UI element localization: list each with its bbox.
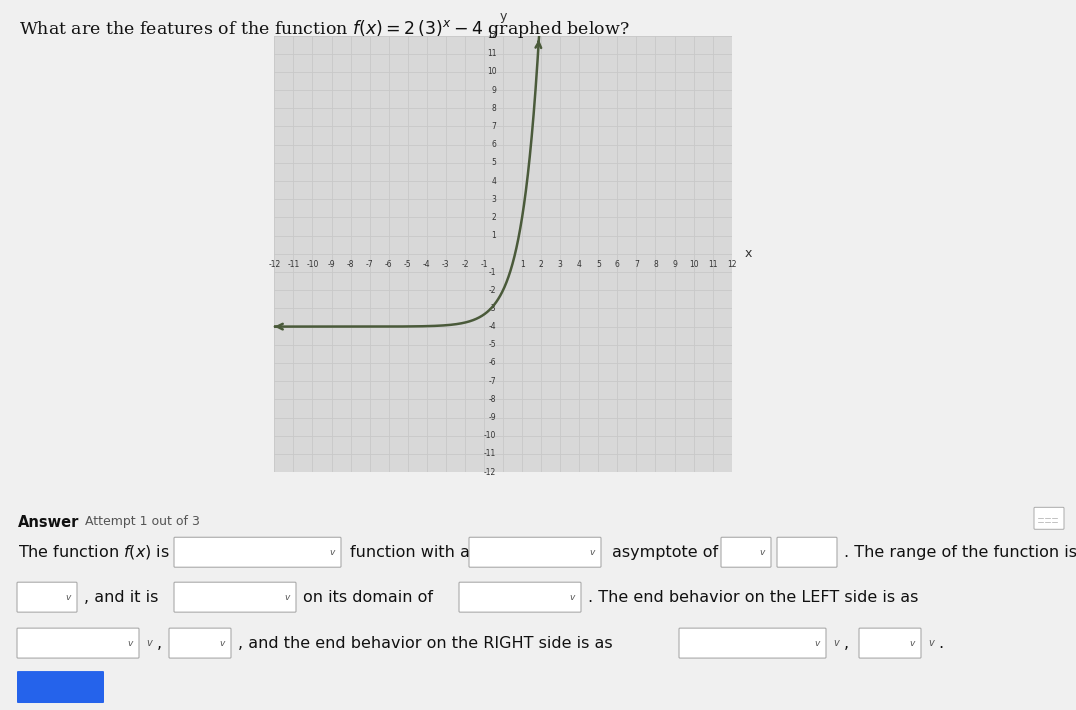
Text: -12: -12 [268, 260, 281, 269]
Text: 3: 3 [557, 260, 563, 269]
Text: v: v [909, 638, 915, 648]
Text: 12: 12 [486, 31, 496, 40]
Text: -2: -2 [462, 260, 469, 269]
Text: . The range of the function is: . The range of the function is [844, 545, 1076, 559]
Text: .: . [938, 635, 944, 650]
Text: 5: 5 [596, 260, 600, 269]
Text: 11: 11 [486, 49, 496, 58]
Text: -4: -4 [489, 322, 496, 331]
Text: 6: 6 [614, 260, 620, 269]
Text: 10: 10 [486, 67, 496, 77]
Text: 2: 2 [539, 260, 543, 269]
Text: -9: -9 [489, 413, 496, 422]
Text: , and it is: , and it is [84, 590, 158, 605]
Text: 4: 4 [492, 177, 496, 185]
FancyBboxPatch shape [679, 628, 826, 658]
FancyBboxPatch shape [1034, 508, 1064, 529]
FancyBboxPatch shape [17, 671, 104, 703]
FancyBboxPatch shape [174, 537, 341, 567]
Text: 4: 4 [577, 260, 582, 269]
Text: on its domain of: on its domain of [303, 590, 433, 605]
Text: ,: , [157, 635, 162, 650]
Text: What are the features of the function $f(x) = 2\,(3)^{x} - 4$ graphed below?: What are the features of the function $f… [19, 18, 629, 40]
Text: -4: -4 [423, 260, 430, 269]
Text: v: v [590, 547, 595, 557]
Text: -1: -1 [480, 260, 487, 269]
Text: 5: 5 [492, 158, 496, 168]
Text: 1: 1 [520, 260, 524, 269]
Text: 7: 7 [492, 122, 496, 131]
Text: 9: 9 [672, 260, 677, 269]
FancyBboxPatch shape [174, 582, 296, 612]
Text: 10: 10 [689, 260, 698, 269]
Text: v: v [760, 547, 765, 557]
Text: v: v [833, 638, 839, 648]
Text: 11: 11 [708, 260, 718, 269]
Text: Attempt 1 out of 3: Attempt 1 out of 3 [85, 515, 200, 528]
FancyBboxPatch shape [169, 628, 231, 658]
Text: function with a: function with a [350, 545, 470, 559]
Text: -12: -12 [484, 468, 496, 476]
Text: -6: -6 [385, 260, 393, 269]
Text: v: v [220, 638, 225, 648]
Text: -7: -7 [489, 377, 496, 386]
FancyBboxPatch shape [469, 537, 601, 567]
FancyBboxPatch shape [777, 537, 837, 567]
Text: x: x [745, 247, 752, 261]
Text: ,: , [844, 635, 849, 650]
FancyBboxPatch shape [859, 628, 921, 658]
Text: 2: 2 [492, 213, 496, 222]
Text: v: v [815, 638, 820, 648]
Text: -10: -10 [307, 260, 318, 269]
Text: -6: -6 [489, 359, 496, 368]
Text: -1: -1 [489, 268, 496, 276]
Text: -11: -11 [484, 449, 496, 459]
Text: 9: 9 [492, 86, 496, 94]
Text: -8: -8 [346, 260, 354, 269]
Text: -11: -11 [287, 260, 299, 269]
Text: -8: -8 [489, 395, 496, 404]
Text: v: v [146, 638, 152, 648]
Text: -9: -9 [328, 260, 336, 269]
Text: -2: -2 [489, 285, 496, 295]
FancyBboxPatch shape [721, 537, 771, 567]
Text: y: y [499, 10, 507, 23]
Text: . The end behavior on the LEFT side is as: . The end behavior on the LEFT side is a… [587, 590, 919, 605]
FancyBboxPatch shape [459, 582, 581, 612]
Text: The function $f(x)$ is: The function $f(x)$ is [18, 543, 170, 561]
Text: 3: 3 [492, 195, 496, 204]
FancyBboxPatch shape [17, 582, 77, 612]
Text: v: v [284, 593, 289, 601]
Text: 8: 8 [492, 104, 496, 113]
Text: v: v [66, 593, 71, 601]
Text: 1: 1 [492, 231, 496, 240]
Text: -5: -5 [489, 340, 496, 349]
FancyBboxPatch shape [17, 628, 139, 658]
Text: v: v [329, 547, 335, 557]
Text: -3: -3 [442, 260, 450, 269]
Text: v: v [127, 638, 132, 648]
Text: -3: -3 [489, 304, 496, 313]
Text: 6: 6 [492, 140, 496, 149]
Text: 7: 7 [634, 260, 639, 269]
Text: 12: 12 [727, 260, 736, 269]
Text: v: v [569, 593, 575, 601]
Text: -10: -10 [484, 431, 496, 440]
Text: -7: -7 [366, 260, 373, 269]
Text: Answer: Answer [18, 515, 80, 530]
Text: , and the end behavior on the RIGHT side is as: , and the end behavior on the RIGHT side… [238, 635, 612, 650]
Text: 8: 8 [653, 260, 657, 269]
Text: -5: -5 [404, 260, 412, 269]
Text: v: v [928, 638, 934, 648]
Text: asymptote of: asymptote of [612, 545, 718, 559]
